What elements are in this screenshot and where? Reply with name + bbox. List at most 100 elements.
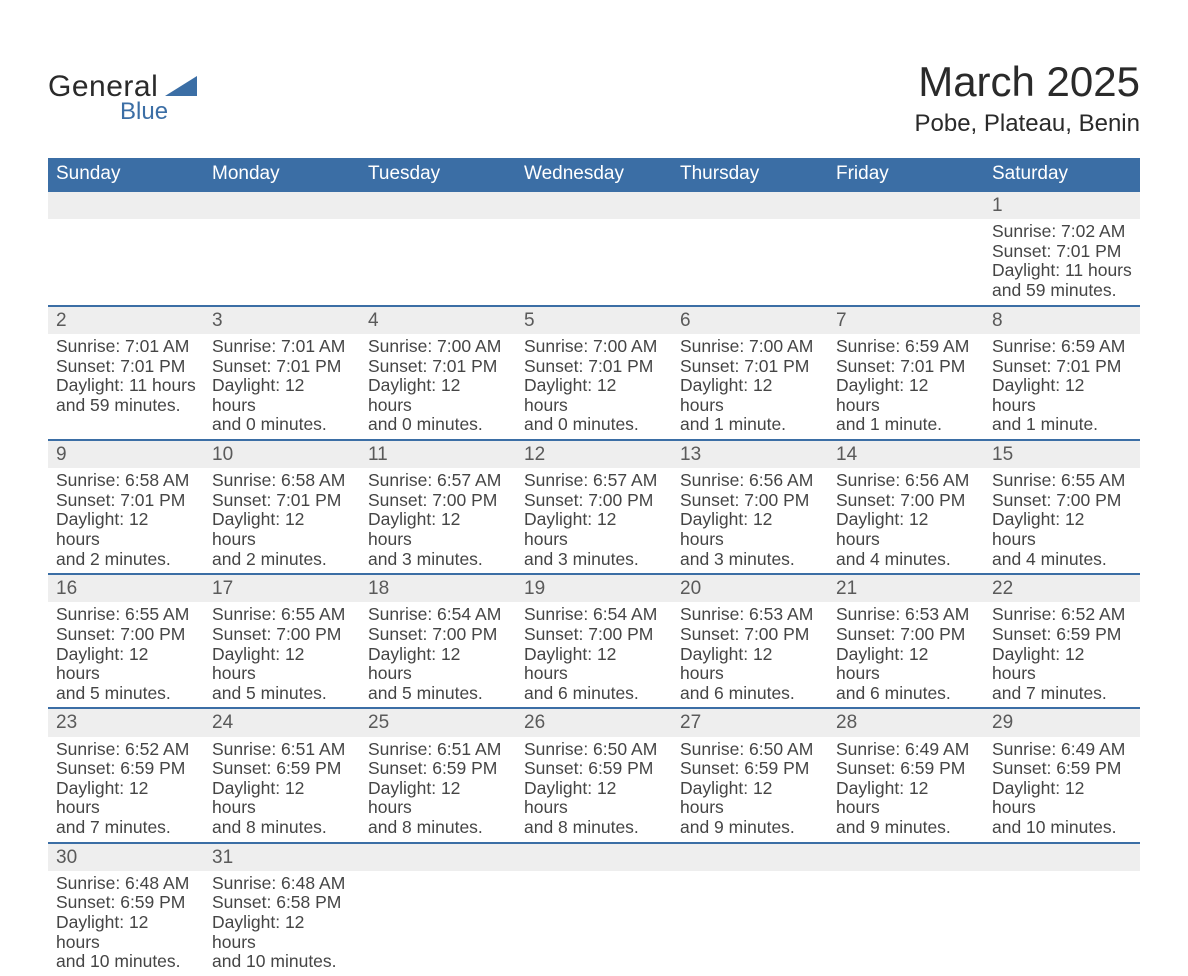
day-number-cell: 18 <box>360 574 516 602</box>
weekday-header: Friday <box>828 158 984 191</box>
page-title: March 2025 <box>914 58 1140 106</box>
day-number-cell: 28 <box>828 708 984 736</box>
sunrise-text: Sunrise: 6:48 AM <box>56 874 196 894</box>
content-row: Sunrise: 7:02 AMSunset: 7:01 PMDaylight:… <box>48 219 1140 305</box>
day-content-cell: Sunrise: 7:02 AMSunset: 7:01 PMDaylight:… <box>984 219 1140 305</box>
day-content-cell: Sunrise: 6:59 AMSunset: 7:01 PMDaylight:… <box>984 334 1140 440</box>
sunset-text: Sunset: 7:00 PM <box>524 491 664 511</box>
day2-text: and 10 minutes. <box>56 952 196 972</box>
weekday-header: Sunday <box>48 158 204 191</box>
sunset-text: Sunset: 7:00 PM <box>680 625 820 645</box>
day-content-cell <box>672 219 828 305</box>
day-content-cell: Sunrise: 6:54 AMSunset: 7:00 PMDaylight:… <box>516 602 672 708</box>
weekday-header: Saturday <box>984 158 1140 191</box>
day-content-cell: Sunrise: 6:55 AMSunset: 7:00 PMDaylight:… <box>204 602 360 708</box>
sunset-text: Sunset: 7:01 PM <box>992 357 1132 377</box>
day-number-cell: 30 <box>48 843 204 871</box>
day-number-cell: 21 <box>828 574 984 602</box>
day1-text: Daylight: 12 hours <box>56 645 196 684</box>
sunrise-text: Sunrise: 7:01 AM <box>56 337 196 357</box>
day2-text: and 3 minutes. <box>524 550 664 570</box>
sunset-text: Sunset: 7:01 PM <box>56 357 196 377</box>
day-number-cell: 6 <box>672 306 828 334</box>
daynum-row: 2345678 <box>48 306 1140 334</box>
day-number-cell <box>204 191 360 219</box>
day-content-cell <box>360 219 516 305</box>
daynum-row: 3031 <box>48 843 1140 871</box>
content-row: Sunrise: 7:01 AMSunset: 7:01 PMDaylight:… <box>48 334 1140 440</box>
sunset-text: Sunset: 6:59 PM <box>992 625 1132 645</box>
day-number-cell: 12 <box>516 440 672 468</box>
day-number-cell: 1 <box>984 191 1140 219</box>
day2-text: and 2 minutes. <box>56 550 196 570</box>
day1-text: Daylight: 12 hours <box>524 779 664 818</box>
daynum-row: 23242526272829 <box>48 708 1140 736</box>
sunrise-text: Sunrise: 6:54 AM <box>368 605 508 625</box>
sunrise-text: Sunrise: 6:54 AM <box>524 605 664 625</box>
day2-text: and 1 minute. <box>836 415 976 435</box>
day-number-cell: 19 <box>516 574 672 602</box>
day1-text: Daylight: 12 hours <box>992 376 1132 415</box>
sunrise-text: Sunrise: 6:57 AM <box>368 471 508 491</box>
day-content-cell: Sunrise: 6:53 AMSunset: 7:00 PMDaylight:… <box>672 602 828 708</box>
sunrise-text: Sunrise: 6:51 AM <box>368 740 508 760</box>
sunrise-text: Sunrise: 7:00 AM <box>524 337 664 357</box>
sunrise-text: Sunrise: 6:55 AM <box>212 605 352 625</box>
calendar-page: General Blue March 2025 Pobe, Plateau, B… <box>0 0 1188 976</box>
day1-text: Daylight: 12 hours <box>212 913 352 952</box>
day1-text: Daylight: 12 hours <box>368 779 508 818</box>
day-number-cell: 16 <box>48 574 204 602</box>
calendar-table: Sunday Monday Tuesday Wednesday Thursday… <box>48 158 1140 976</box>
day2-text: and 1 minute. <box>992 415 1132 435</box>
day2-text: and 1 minute. <box>680 415 820 435</box>
day2-text: and 8 minutes. <box>368 818 508 838</box>
day-number-cell: 14 <box>828 440 984 468</box>
day1-text: Daylight: 12 hours <box>992 779 1132 818</box>
day-number-cell <box>984 843 1140 871</box>
day-content-cell <box>204 219 360 305</box>
sunrise-text: Sunrise: 6:53 AM <box>680 605 820 625</box>
day2-text: and 5 minutes. <box>212 684 352 704</box>
day1-text: Daylight: 11 hours <box>992 261 1132 281</box>
sunrise-text: Sunrise: 7:00 AM <box>680 337 820 357</box>
day-content-cell: Sunrise: 6:49 AMSunset: 6:59 PMDaylight:… <box>828 737 984 843</box>
day1-text: Daylight: 11 hours <box>56 376 196 396</box>
day-number-cell <box>672 191 828 219</box>
day2-text: and 0 minutes. <box>524 415 664 435</box>
sunrise-text: Sunrise: 6:48 AM <box>212 874 352 894</box>
day-number-cell: 29 <box>984 708 1140 736</box>
day1-text: Daylight: 12 hours <box>680 645 820 684</box>
day-number-cell <box>828 191 984 219</box>
day-content-cell: Sunrise: 6:51 AMSunset: 6:59 PMDaylight:… <box>204 737 360 843</box>
sunset-text: Sunset: 7:01 PM <box>836 357 976 377</box>
sunset-text: Sunset: 7:00 PM <box>56 625 196 645</box>
sunrise-text: Sunrise: 6:56 AM <box>680 471 820 491</box>
sunrise-text: Sunrise: 7:00 AM <box>368 337 508 357</box>
sunset-text: Sunset: 6:59 PM <box>680 759 820 779</box>
day-content-cell: Sunrise: 6:57 AMSunset: 7:00 PMDaylight:… <box>360 468 516 574</box>
day1-text: Daylight: 12 hours <box>368 645 508 684</box>
day2-text: and 9 minutes. <box>836 818 976 838</box>
sunrise-text: Sunrise: 6:49 AM <box>992 740 1132 760</box>
day-number-cell <box>48 191 204 219</box>
sunset-text: Sunset: 7:00 PM <box>368 491 508 511</box>
day-content-cell: Sunrise: 7:00 AMSunset: 7:01 PMDaylight:… <box>360 334 516 440</box>
day2-text: and 4 minutes. <box>836 550 976 570</box>
day2-text: and 5 minutes. <box>56 684 196 704</box>
sunrise-text: Sunrise: 6:50 AM <box>680 740 820 760</box>
sunset-text: Sunset: 6:59 PM <box>524 759 664 779</box>
sunset-text: Sunset: 7:00 PM <box>836 491 976 511</box>
brand-logo: General Blue <box>48 40 197 126</box>
sunrise-text: Sunrise: 6:58 AM <box>212 471 352 491</box>
sunrise-text: Sunrise: 7:02 AM <box>992 222 1132 242</box>
day2-text: and 8 minutes. <box>524 818 664 838</box>
day1-text: Daylight: 12 hours <box>212 376 352 415</box>
day-content-cell: Sunrise: 6:55 AMSunset: 7:00 PMDaylight:… <box>48 602 204 708</box>
day1-text: Daylight: 12 hours <box>212 510 352 549</box>
sunset-text: Sunset: 7:00 PM <box>992 491 1132 511</box>
day2-text: and 2 minutes. <box>212 550 352 570</box>
day-number-cell: 5 <box>516 306 672 334</box>
day-content-cell <box>984 871 1140 976</box>
day-content-cell: Sunrise: 7:01 AMSunset: 7:01 PMDaylight:… <box>48 334 204 440</box>
day-content-cell <box>516 871 672 976</box>
